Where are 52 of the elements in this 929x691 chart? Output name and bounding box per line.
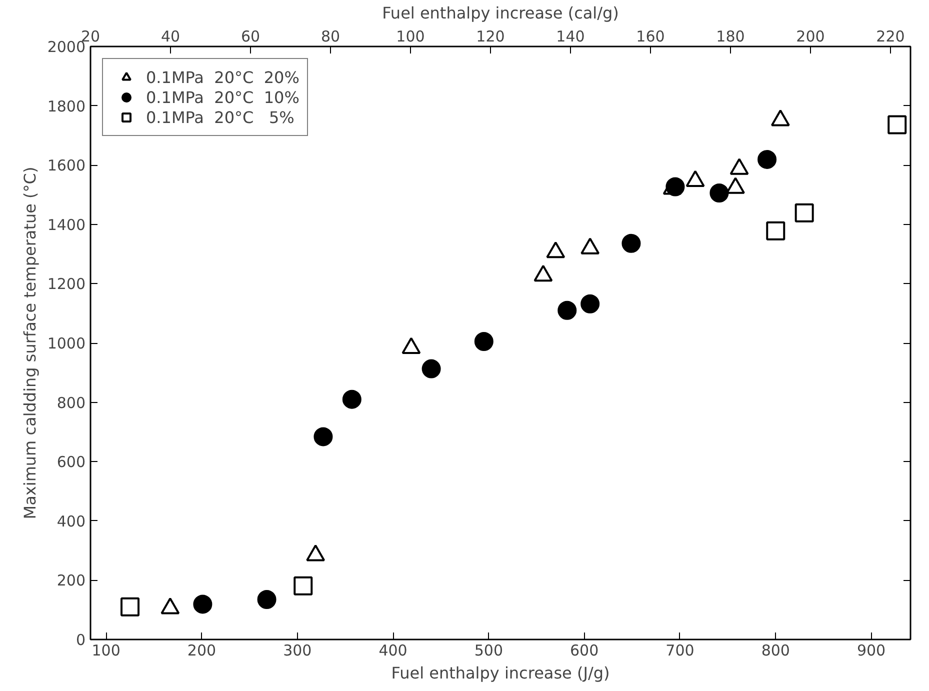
point [710, 183, 729, 202]
point [888, 115, 907, 134]
x-tick-label: 900 [856, 642, 886, 660]
point [766, 221, 786, 240]
x-tick-label: 500 [474, 642, 504, 660]
point [474, 332, 494, 351]
point [666, 177, 685, 196]
y-tick-label: 1400 [47, 216, 86, 234]
x2-tick-label: 40 [160, 28, 180, 46]
x-tick-label: 200 [187, 642, 216, 660]
point [622, 234, 641, 253]
y-tick-label: 600 [56, 453, 86, 472]
point [758, 150, 777, 169]
point [558, 300, 577, 320]
y-tick-label: 1000 [47, 334, 86, 352]
x-tick-label: 600 [570, 642, 599, 660]
x2-tick-label: 180 [716, 28, 745, 46]
legend-label: 0.1MPa 20°C 10% [146, 88, 300, 106]
legend-label: 0.1MPa 20°C 20% [146, 68, 300, 86]
y-tick-label: 0 [76, 631, 86, 649]
x2-tick-label: 140 [556, 28, 585, 46]
x-tick-label: 800 [761, 642, 790, 660]
point [794, 203, 814, 222]
x2-tick-label: 100 [396, 28, 425, 46]
point [422, 359, 441, 378]
x2-tick-label: 80 [320, 28, 340, 46]
point [342, 390, 362, 409]
x2-tick-label: 200 [796, 28, 825, 46]
x-tick-label: 700 [666, 642, 694, 660]
y-tick-label: 1200 [47, 275, 86, 294]
y-tick-label: 200 [56, 572, 86, 590]
x-tick-label: 100 [92, 642, 120, 660]
point [120, 597, 140, 616]
x2-tick-label: 220 [876, 28, 905, 46]
point [580, 294, 600, 314]
point [193, 594, 212, 614]
point [257, 590, 276, 609]
x2-tick-label: 120 [476, 28, 505, 46]
x-tick-label: 300 [283, 642, 312, 660]
y-tick-label: 1600 [47, 156, 86, 175]
y-tick-label: 800 [56, 394, 86, 412]
x2-tick-label: 60 [240, 28, 260, 46]
x2-axis-title: Fuel enthalpy increase (cal/g) [382, 4, 619, 22]
y-axis-title: Maximum caldding surface temperatue (°C) [20, 166, 40, 520]
y-tick-label: 400 [56, 512, 86, 530]
x-tick-label: 400 [378, 642, 408, 660]
point [314, 427, 333, 446]
legend-label: 0.1MPa 20°C 5% [146, 108, 294, 126]
x-axis-title: Fuel enthalpy increase (J/g) [391, 664, 610, 682]
x2-tick-label: 160 [636, 28, 665, 46]
y-tick-label: 1800 [47, 97, 86, 116]
point [294, 576, 313, 596]
